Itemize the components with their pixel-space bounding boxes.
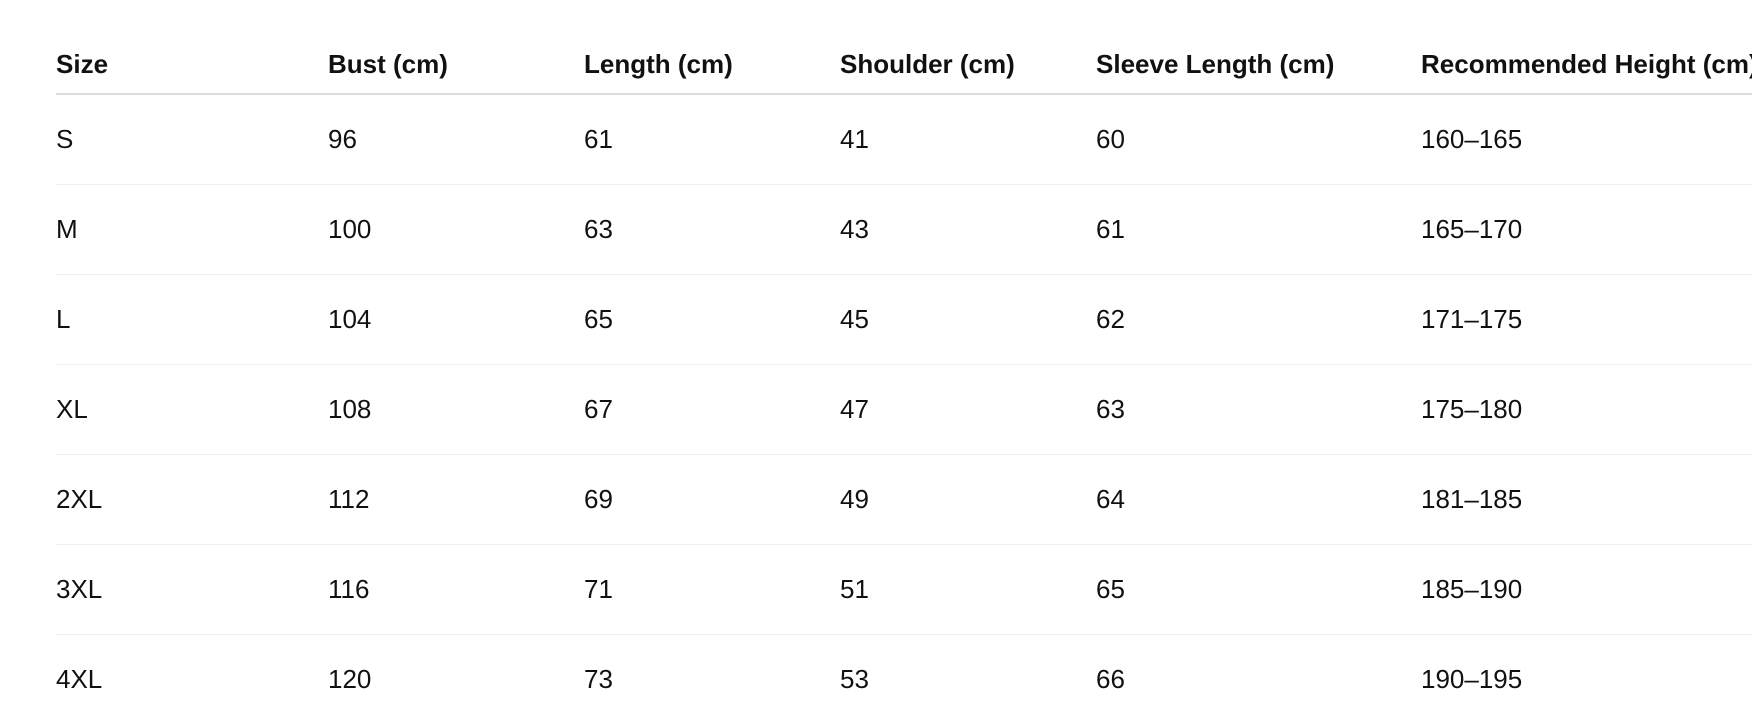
- cell-size: 4XL: [56, 635, 328, 724]
- cell-length: 63: [584, 185, 840, 275]
- header-shoulder: Shoulder (cm): [840, 0, 1096, 94]
- cell-size: XL: [56, 365, 328, 455]
- cell-size: 2XL: [56, 455, 328, 545]
- header-recommended-height: Recommended Height (cm): [1421, 0, 1752, 94]
- header-row: Size Bust (cm) Length (cm) Shoulder (cm)…: [56, 0, 1752, 94]
- cell-size: M: [56, 185, 328, 275]
- cell-recommended-height: 165–170: [1421, 185, 1752, 275]
- cell-size: S: [56, 94, 328, 185]
- cell-sleeve-length: 66: [1096, 635, 1421, 724]
- cell-sleeve-length: 63: [1096, 365, 1421, 455]
- cell-sleeve-length: 64: [1096, 455, 1421, 545]
- cell-size: 3XL: [56, 545, 328, 635]
- cell-recommended-height: 190–195: [1421, 635, 1752, 724]
- cell-length: 71: [584, 545, 840, 635]
- header-length: Length (cm): [584, 0, 840, 94]
- cell-length: 65: [584, 275, 840, 365]
- cell-shoulder: 49: [840, 455, 1096, 545]
- cell-length: 73: [584, 635, 840, 724]
- cell-length: 61: [584, 94, 840, 185]
- cell-size: L: [56, 275, 328, 365]
- cell-shoulder: 45: [840, 275, 1096, 365]
- header-size: Size: [56, 0, 328, 94]
- cell-shoulder: 53: [840, 635, 1096, 724]
- cell-bust: 116: [328, 545, 584, 635]
- cell-sleeve-length: 60: [1096, 94, 1421, 185]
- cell-sleeve-length: 61: [1096, 185, 1421, 275]
- header-bust: Bust (cm): [328, 0, 584, 94]
- cell-bust: 104: [328, 275, 584, 365]
- cell-length: 67: [584, 365, 840, 455]
- cell-bust: 112: [328, 455, 584, 545]
- cell-recommended-height: 185–190: [1421, 545, 1752, 635]
- cell-sleeve-length: 62: [1096, 275, 1421, 365]
- cell-shoulder: 51: [840, 545, 1096, 635]
- cell-recommended-height: 171–175: [1421, 275, 1752, 365]
- header-sleeve-length: Sleeve Length (cm): [1096, 0, 1421, 94]
- cell-shoulder: 43: [840, 185, 1096, 275]
- cell-bust: 100: [328, 185, 584, 275]
- cell-bust: 108: [328, 365, 584, 455]
- cell-bust: 120: [328, 635, 584, 724]
- cell-bust: 96: [328, 94, 584, 185]
- cell-sleeve-length: 65: [1096, 545, 1421, 635]
- cell-shoulder: 47: [840, 365, 1096, 455]
- cell-length: 69: [584, 455, 840, 545]
- cell-recommended-height: 175–180: [1421, 365, 1752, 455]
- cell-recommended-height: 181–185: [1421, 455, 1752, 545]
- size-chart-table: Size Bust (cm) Length (cm) Shoulder (cm)…: [56, 0, 1752, 724]
- table-header: Size Bust (cm) Length (cm) Shoulder (cm)…: [56, 0, 1752, 94]
- cell-recommended-height: 160–165: [1421, 94, 1752, 185]
- cell-shoulder: 41: [840, 94, 1096, 185]
